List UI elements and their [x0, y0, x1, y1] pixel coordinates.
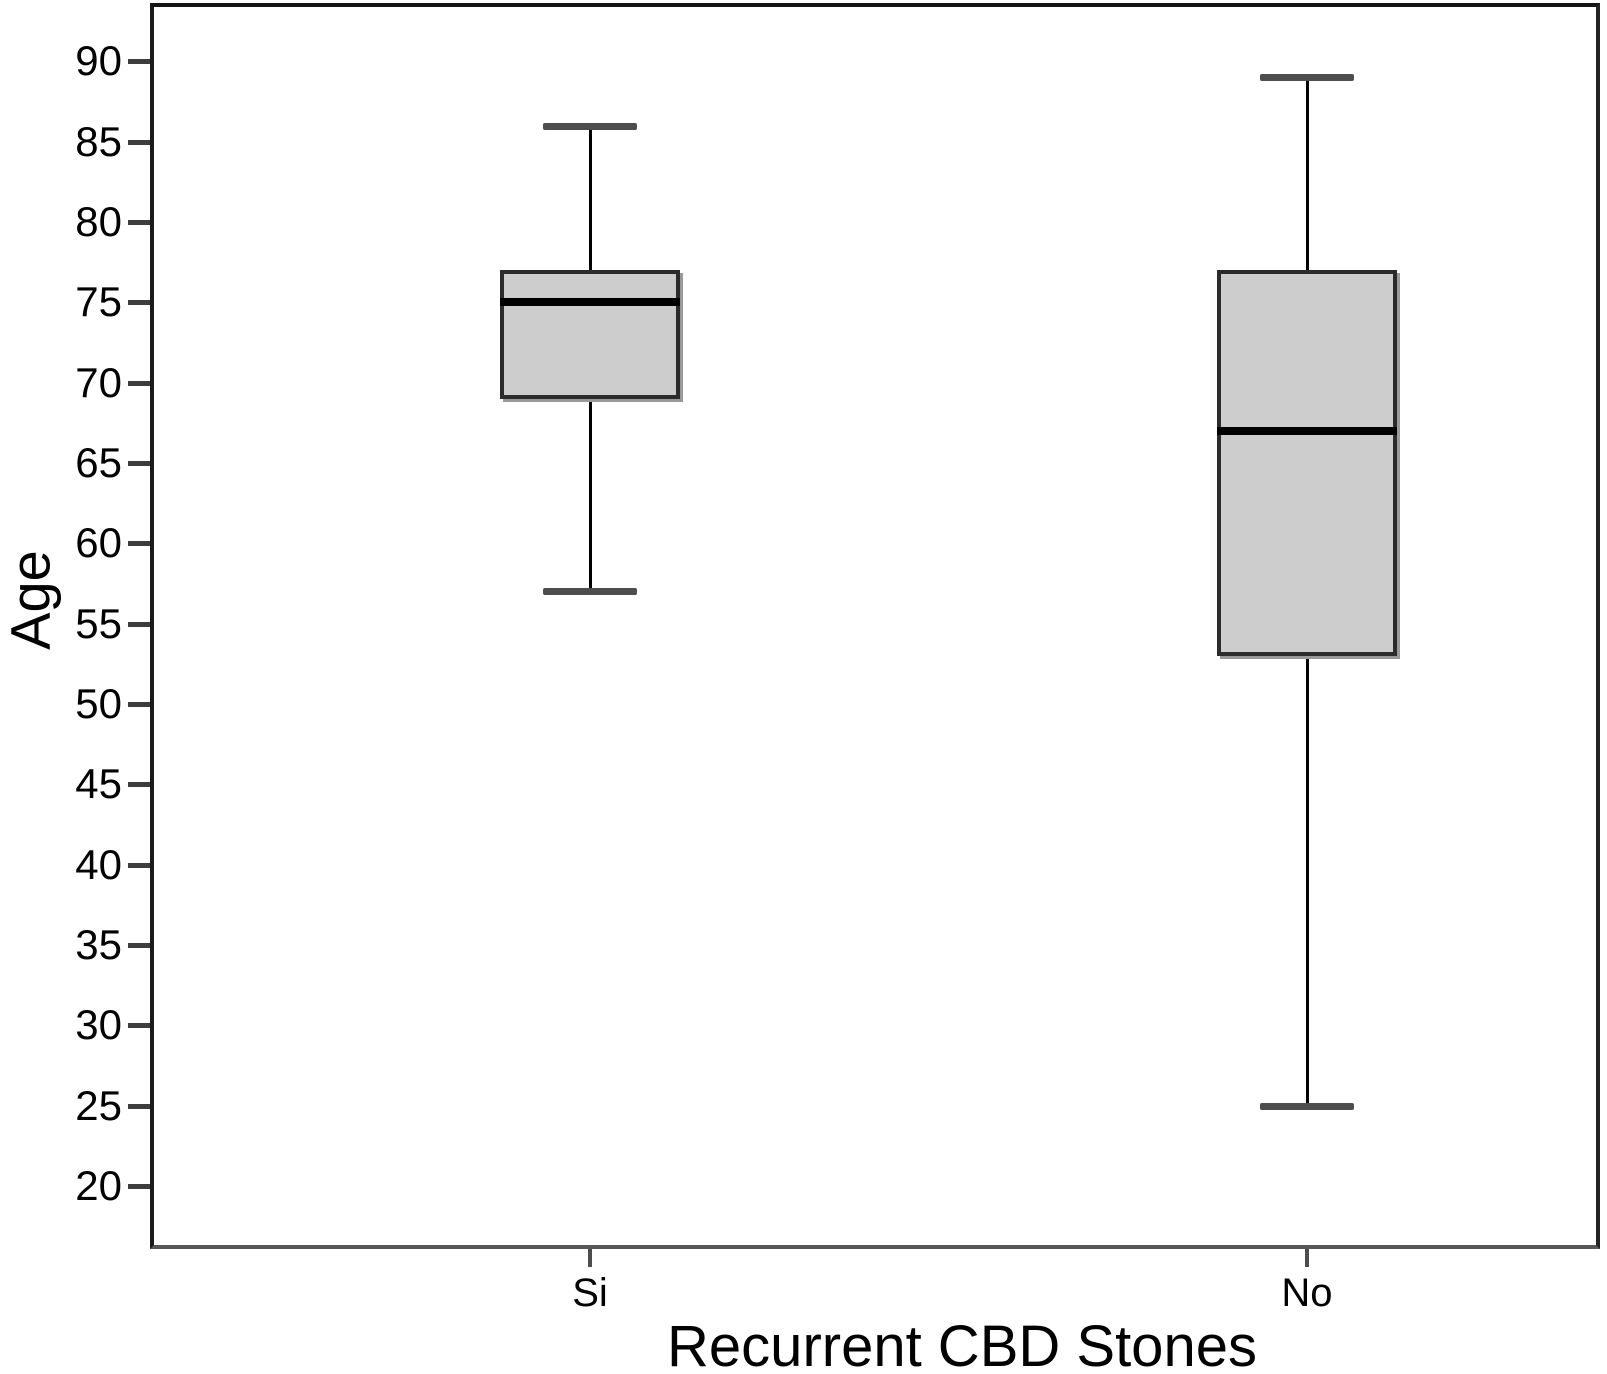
y-tick-mark: [128, 1183, 150, 1189]
y-tick-mark: [128, 541, 150, 547]
y-tick-mark: [128, 1023, 150, 1029]
x-category-label: No: [1281, 1271, 1333, 1315]
iqr-box: [500, 270, 680, 399]
y-tick-label: 75: [75, 278, 122, 326]
y-tick-label: 65: [75, 438, 122, 486]
y-tick-mark: [128, 942, 150, 948]
whisker-cap-upper: [543, 122, 637, 130]
y-tick-label: 45: [75, 760, 122, 808]
y-tick-mark: [128, 460, 150, 466]
y-axis-title: Age: [0, 550, 62, 650]
y-tick-label: 60: [75, 519, 122, 567]
x-tick-mark: [1305, 1249, 1309, 1267]
y-tick-mark: [128, 621, 150, 627]
y-tick-label: 90: [75, 37, 122, 85]
whisker-cap-lower: [543, 588, 637, 596]
y-tick-label: 40: [75, 840, 122, 888]
y-tick-label: 55: [75, 599, 122, 647]
y-tick-mark: [128, 701, 150, 707]
y-tick-mark: [128, 300, 150, 306]
whisker-cap-upper: [1260, 74, 1354, 82]
y-tick-label: 25: [75, 1081, 122, 1129]
y-tick-mark: [128, 782, 150, 788]
y-tick-label: 35: [75, 920, 122, 968]
y-tick-mark: [128, 219, 150, 225]
iqr-box: [1217, 270, 1397, 656]
x-category-label: Si: [572, 1271, 608, 1315]
y-tick-mark: [128, 380, 150, 386]
y-tick-mark: [128, 139, 150, 145]
y-tick-label: 50: [75, 679, 122, 727]
whisker-cap-lower: [1260, 1102, 1354, 1110]
y-tick-label: 70: [75, 358, 122, 406]
y-tick-label: 85: [75, 117, 122, 165]
y-tick-mark: [128, 59, 150, 65]
x-tick-mark: [588, 1249, 592, 1267]
median-line: [500, 298, 680, 307]
x-axis-title: Recurrent CBD Stones: [667, 1314, 1257, 1374]
y-tick-mark: [128, 1103, 150, 1109]
y-tick-label: 80: [75, 197, 122, 245]
y-tick-label: 20: [75, 1161, 122, 1209]
y-tick-mark: [128, 862, 150, 868]
y-tick-label: 30: [75, 1001, 122, 1049]
median-line: [1217, 426, 1397, 435]
